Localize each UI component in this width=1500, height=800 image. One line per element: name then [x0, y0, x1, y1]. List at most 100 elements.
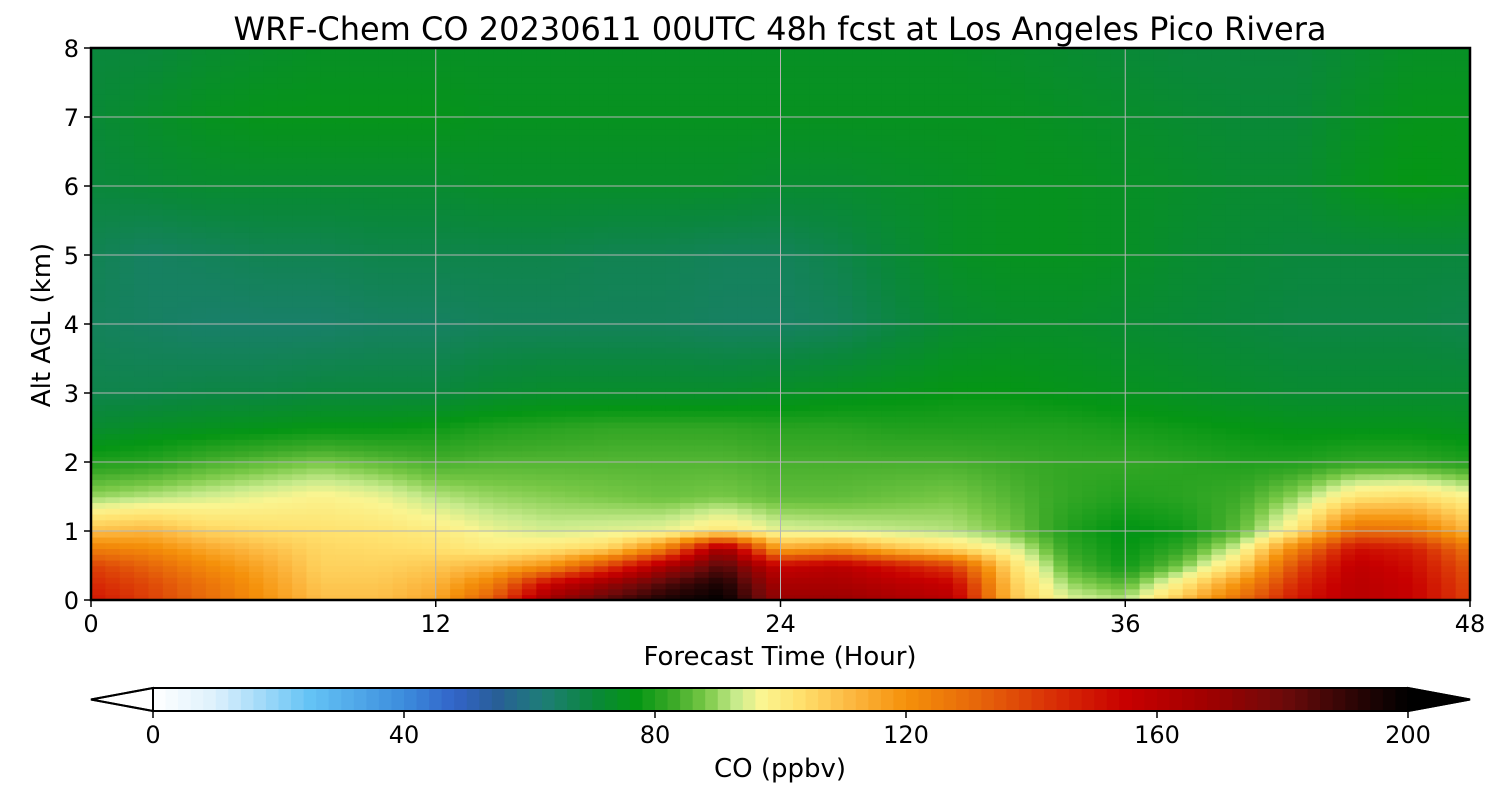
heatmap-cell [320, 352, 336, 360]
heatmap-cell [952, 594, 969, 601]
heatmap-cell [1211, 427, 1227, 435]
heatmap-cell [622, 404, 638, 412]
heatmap-cell [737, 364, 753, 371]
heatmap-cell [794, 565, 811, 573]
heatmap-cell [852, 306, 868, 314]
heatmap-cell [277, 456, 293, 463]
heatmap-cell [1426, 485, 1443, 492]
heatmap-cell [1024, 404, 1040, 412]
heatmap-cell [450, 456, 466, 463]
heatmap-cell [234, 421, 250, 429]
heatmap-cell [708, 444, 724, 452]
heatmap-cell [306, 479, 322, 486]
heatmap-cell [91, 312, 107, 320]
heatmap-cell [694, 456, 710, 463]
heatmap-cell [1168, 508, 1184, 515]
heatmap-cell [852, 554, 868, 561]
heatmap-cell [837, 410, 854, 417]
heatmap-cell [493, 410, 509, 417]
heatmap-cell [1110, 588, 1127, 596]
heatmap-cell [536, 347, 552, 354]
heatmap-cell [579, 347, 595, 354]
heatmap-cell [507, 433, 523, 440]
heatmap-cell [205, 433, 222, 440]
heatmap-cell [320, 324, 336, 331]
heatmap-cell [507, 485, 523, 492]
heatmap-cell [1067, 450, 1083, 458]
heatmap-cell [1283, 444, 1299, 452]
heatmap-cell [593, 588, 609, 596]
heatmap-cell [866, 513, 882, 521]
heatmap-cell [1039, 427, 1055, 435]
heatmap-cell [780, 571, 796, 578]
heatmap-cell [1412, 554, 1428, 561]
heatmap-cell [1139, 324, 1155, 331]
heatmap-cell [363, 370, 380, 377]
heatmap-cell [924, 462, 940, 469]
heatmap-cell [895, 341, 911, 348]
heatmap-cell [636, 513, 653, 521]
heatmap-cell [737, 456, 753, 463]
heatmap-cell [521, 536, 538, 544]
heatmap-cell [478, 421, 494, 429]
heatmap-cell [1268, 381, 1285, 389]
heatmap-cell [177, 335, 193, 343]
heatmap-cell [392, 456, 408, 463]
heatmap-cell [608, 473, 624, 481]
heatmap-cell [737, 565, 753, 573]
heatmap-cell [91, 421, 107, 429]
heatmap-cell [1355, 347, 1371, 354]
heatmap-cell [421, 536, 437, 544]
heatmap-cell [679, 502, 696, 509]
heatmap-cell [780, 519, 796, 527]
heatmap-cell [593, 450, 609, 458]
heatmap-cell [1383, 513, 1399, 521]
heatmap-cell [679, 473, 696, 481]
heatmap-cell [1039, 536, 1055, 544]
heatmap-cell [1082, 398, 1098, 406]
heatmap-cell [335, 462, 351, 469]
heatmap-cell [1355, 588, 1371, 596]
heatmap-cell [1010, 393, 1026, 400]
heatmap-cell [636, 329, 653, 337]
heatmap-cell [1139, 473, 1155, 481]
heatmap-cell [995, 324, 1012, 331]
heatmap-cell [1254, 490, 1270, 498]
heatmap-cell [277, 531, 293, 538]
heatmap-cell [852, 473, 868, 481]
heatmap-cell [119, 318, 135, 325]
heatmap-cell [852, 312, 868, 320]
heatmap-cell [1340, 364, 1356, 371]
heatmap-cell [363, 421, 380, 429]
heatmap-cell [579, 508, 595, 515]
heatmap-cell [421, 462, 437, 469]
heatmap-cell [1311, 347, 1328, 354]
heatmap-cell [220, 531, 236, 538]
heatmap-cell [751, 456, 767, 463]
heatmap-cell [249, 306, 265, 314]
heatmap-cell [1211, 577, 1227, 584]
heatmap-cell [1340, 347, 1356, 354]
heatmap-cell [536, 502, 552, 509]
heatmap-cell [1240, 594, 1256, 601]
heatmap-cell [550, 485, 566, 492]
heatmap-cell [636, 341, 653, 348]
heatmap-cell [1297, 444, 1313, 452]
heatmap-cell [1096, 588, 1112, 596]
heatmap-cell [809, 370, 825, 377]
heatmap-cell [1398, 582, 1414, 590]
heatmap-cell [1254, 427, 1270, 435]
heatmap-cell [1125, 427, 1141, 435]
heatmap-cell [493, 582, 509, 590]
heatmap-cell [780, 490, 796, 498]
heatmap-cell [363, 577, 380, 584]
heatmap-cell [148, 577, 164, 584]
heatmap-cell [320, 381, 336, 389]
heatmap-cell [881, 479, 897, 486]
heatmap-cell [91, 347, 107, 354]
heatmap-cell [1053, 335, 1069, 343]
heatmap-cell [1240, 347, 1256, 354]
heatmap-cell [579, 462, 595, 469]
heatmap-cell [421, 393, 437, 400]
heatmap-cell [636, 306, 653, 314]
